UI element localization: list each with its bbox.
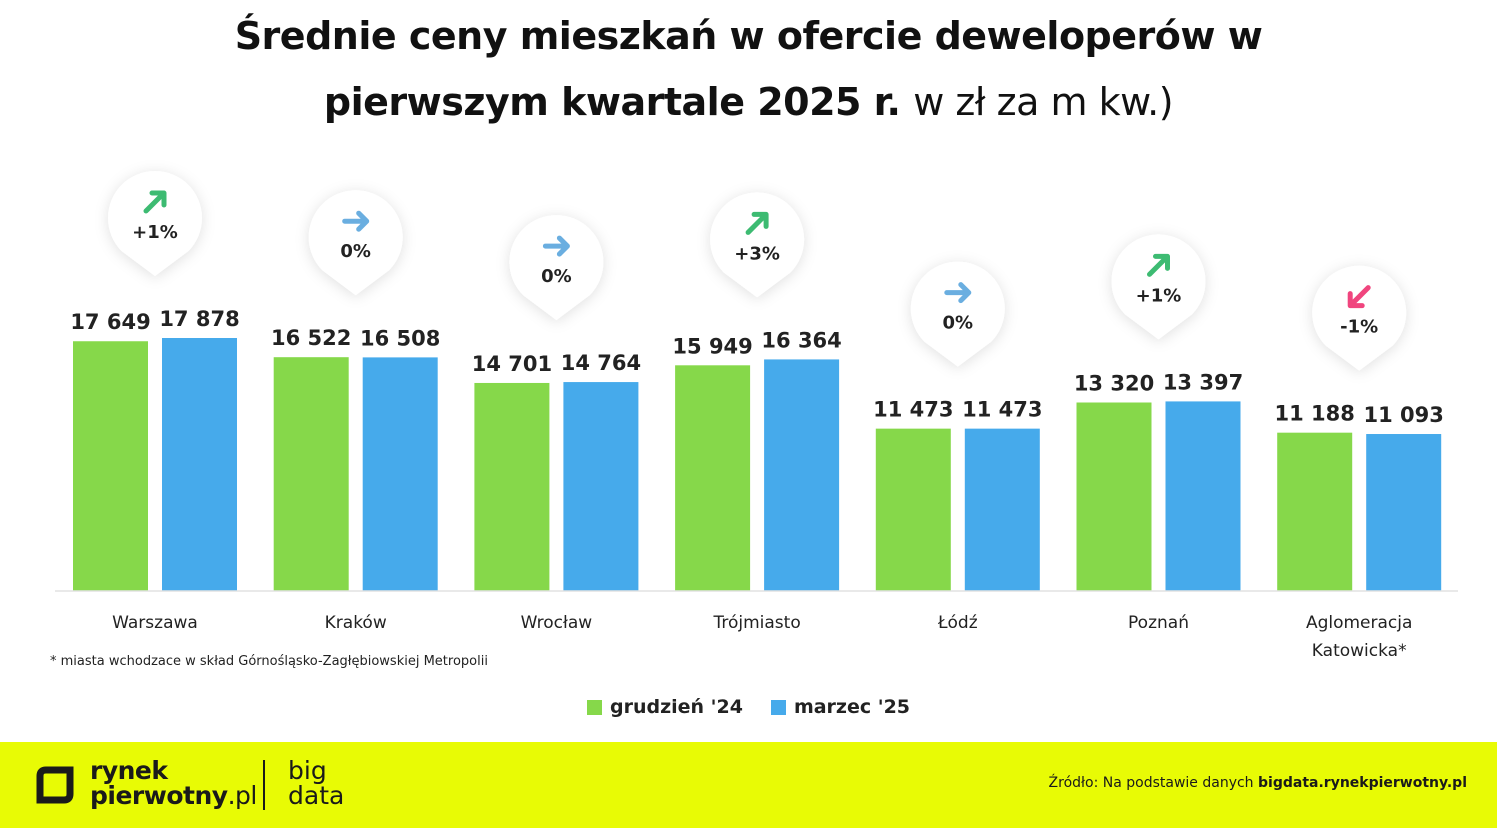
- chart-title-unit: w zł za m kw.): [913, 80, 1174, 124]
- arrow-right-icon: [342, 210, 370, 232]
- legend-swatch-dec: [586, 699, 602, 715]
- legend-swatch-mar: [770, 699, 786, 715]
- change-badge-poznan: +1%: [1111, 234, 1206, 340]
- change-badge-trojmiasto: +3%: [710, 192, 805, 298]
- change-badge-krakow: 0%: [308, 190, 403, 296]
- legend-label-mar: marzec '25: [793, 696, 911, 718]
- source-prefix: Źródło: Na podstawie danych: [1048, 775, 1254, 791]
- badge-shape: [1312, 265, 1407, 371]
- logo-divider: [263, 760, 265, 810]
- footer-bar: rynek pierwotny.pl big data Źródło: Na p…: [0, 742, 1497, 828]
- logo-brand: pierwotny: [90, 781, 228, 810]
- bigdata-line2: data: [288, 781, 345, 810]
- data-label-lodz-mar: 11 473: [962, 398, 1042, 422]
- category-label-warszawa: Warszawa: [112, 613, 198, 633]
- arrow-up-icon: [143, 190, 167, 214]
- change-label-trojmiasto: +3%: [734, 243, 780, 264]
- change-badge-lodz: 0%: [910, 261, 1005, 367]
- category-label-aglomeracja-katowicka-1: Aglomeracja: [1306, 613, 1412, 633]
- data-label-poznan-mar: 13 397: [1163, 370, 1243, 394]
- bar-warszawa-dec: [73, 341, 148, 591]
- data-label-trojmiasto-dec: 15 949: [672, 334, 752, 358]
- bar-wroclaw-dec: [474, 382, 550, 591]
- change-badge-aglomeracja-katowicka: -1%: [1312, 265, 1407, 371]
- bar-lodz-mar: [964, 428, 1040, 591]
- change-label-poznan: +1%: [1136, 285, 1182, 306]
- category-label-aglomeracja-katowicka-2: Katowicka*: [1312, 641, 1407, 661]
- bigdata-line1: big: [288, 756, 327, 785]
- chart-title-bold: pierwszym kwartale 2025 r.: [323, 80, 901, 124]
- bar-krakow-mar: [362, 357, 438, 591]
- data-label-aglomeracja-katowicka-dec: 11 188: [1275, 402, 1355, 426]
- bar-wroclaw-mar: [563, 382, 639, 591]
- source-note: Źródło: Na podstawie danych bigdata.ryne…: [1049, 775, 1467, 791]
- bar-aglomeracja-katowicka-mar: [1366, 434, 1442, 591]
- arrow-right-icon: [542, 235, 570, 257]
- arrow-up-icon: [745, 211, 769, 235]
- bigdata-wordmark: big data: [288, 758, 344, 808]
- legend-label-dec: grudzień '24: [609, 696, 743, 718]
- logo-mark-icon: [36, 766, 74, 804]
- bar-poznan-dec: [1076, 402, 1152, 591]
- badge-shape: [1111, 234, 1206, 340]
- bar-warszawa-mar: [162, 338, 237, 591]
- change-label-aglomeracja-katowicka: -1%: [1340, 317, 1378, 338]
- data-label-lodz-dec: 11 473: [873, 398, 953, 422]
- data-label-poznan-dec: 13 320: [1074, 372, 1154, 396]
- change-badge-wroclaw: 0%: [509, 215, 604, 321]
- badge-shape: [910, 261, 1005, 367]
- change-label-krakow: 0%: [340, 241, 371, 262]
- badge-shape: [308, 190, 403, 296]
- category-labels: Warszawa Kraków Wrocław Trójmiasto Łódź Pozna…: [112, 613, 1412, 661]
- change-label-warszawa: +1%: [132, 222, 178, 243]
- bar-aglomeracja-katowicka-dec: [1277, 432, 1353, 591]
- change-label-lodz: 0%: [943, 313, 974, 334]
- bar-poznan-mar: [1165, 401, 1241, 591]
- change-badge-warszawa: +1%: [108, 171, 202, 276]
- footnote: * miasta wchodzace w skład Górnośląsko-Z…: [50, 654, 488, 669]
- change-badges: +1% 0% 0% +3% 0% +1% -1%: [108, 171, 1407, 371]
- logo-line1: rynek: [90, 756, 168, 785]
- logo-line2: pierwotny.pl: [90, 783, 257, 808]
- arrow-right-icon: [944, 282, 972, 304]
- bar-chart: +1% 0% 0% +3% 0% +1% -1% 17 649 17 878 16 522 16 …: [55, 171, 1458, 661]
- data-label-wroclaw-dec: 14 701: [472, 352, 552, 376]
- category-label-krakow: Kraków: [325, 613, 387, 633]
- legend-item-dec: grudzień '24: [586, 696, 743, 718]
- source-link: bigdata.rynekpierwotny.pl: [1258, 775, 1467, 791]
- category-label-wroclaw: Wrocław: [521, 613, 593, 633]
- bars-group: 17 649 17 878 16 522 16 508 14 701 14 764 15 9…: [70, 307, 1444, 591]
- bar-krakow-dec: [273, 357, 349, 591]
- bar-trojmiasto-dec: [675, 365, 751, 591]
- chart-title-line2: pierwszym kwartale 2025 r. w zł za m kw.…: [0, 80, 1497, 124]
- chart-title-line1: Średnie ceny mieszkań w ofercie dewelope…: [234, 14, 1263, 58]
- arrow-down-icon: [1347, 285, 1371, 309]
- category-label-poznan: Poznań: [1128, 613, 1189, 633]
- bar-lodz-dec: [875, 428, 951, 591]
- badge-shape: [710, 192, 805, 298]
- category-label-lodz: Łódź: [937, 613, 978, 633]
- bar-trojmiasto-mar: [764, 359, 840, 591]
- badge-shape: [108, 171, 202, 276]
- legend: grudzień '24 marzec '25: [0, 696, 1497, 718]
- data-label-warszawa-mar: 17 878: [159, 307, 239, 331]
- logo-tld: .pl: [227, 781, 258, 810]
- badge-shape: [509, 215, 604, 321]
- data-label-krakow-dec: 16 522: [271, 326, 351, 350]
- legend-item-mar: marzec '25: [770, 696, 911, 718]
- data-label-krakow-mar: 16 508: [360, 326, 440, 350]
- data-label-warszawa-dec: 17 649: [70, 310, 150, 334]
- data-label-aglomeracja-katowicka-mar: 11 093: [1364, 403, 1444, 427]
- change-label-wroclaw: 0%: [541, 266, 572, 287]
- category-label-trojmiasto: Trójmiasto: [712, 613, 800, 633]
- data-label-trojmiasto-mar: 16 364: [761, 328, 841, 352]
- logo-wordmark: rynek pierwotny.pl: [90, 758, 257, 808]
- data-label-wroclaw-mar: 14 764: [561, 351, 641, 375]
- arrow-up-icon: [1147, 253, 1170, 277]
